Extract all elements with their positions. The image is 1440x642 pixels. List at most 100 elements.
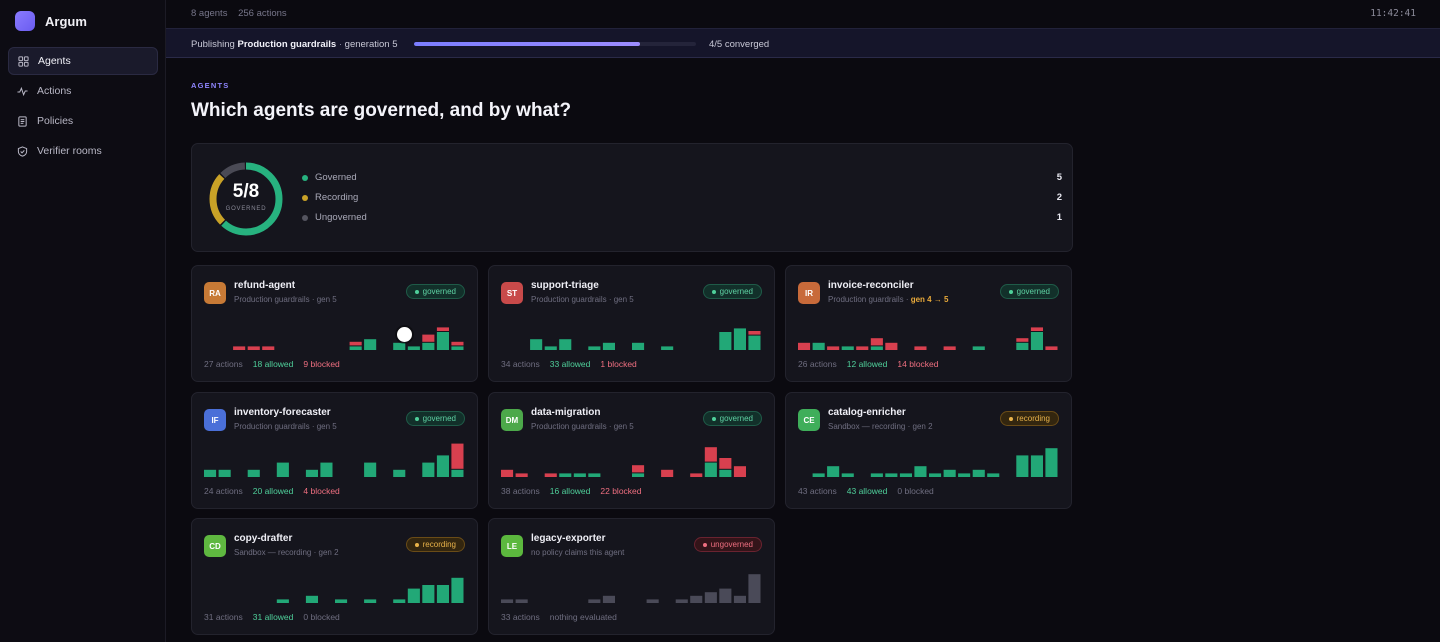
status-badge: recording (999, 411, 1059, 426)
agent-name[interactable]: data-migration (531, 407, 601, 418)
action-count: 256 actions (238, 8, 287, 19)
status-badge: governed (405, 284, 465, 299)
agent-blocked-count: 4 blocked (303, 486, 340, 496)
sparkline-bar-allowed (364, 599, 377, 603)
agent-generation: gen 2 (912, 422, 933, 431)
sparkline-bar-allowed (422, 462, 435, 477)
agent-stats: 24 actions 20 allowed 4 blocked (204, 486, 350, 496)
activity-icon (17, 86, 28, 96)
sparkline-bar-allowed (364, 339, 377, 350)
agent-card-copy-drafter[interactable]: CD copy-drafter Sandbox — recording · ge… (191, 518, 478, 635)
agent-action-count: 24 actions (204, 486, 243, 496)
sparkline-bar-blocked (733, 466, 746, 477)
agent-card-invoice-reconciler[interactable]: IR invoice-reconciler Production guardra… (785, 265, 1072, 382)
agent-card-data-migration[interactable]: DM data-migration Production guardrails … (488, 392, 775, 509)
agent-policy: Production guardrails (828, 295, 904, 304)
agent-card-catalog-enricher[interactable]: CE catalog-enricher Sandbox — recording … (785, 392, 1072, 509)
sparkline-bar-blocked (827, 346, 840, 350)
activity-sparkline (798, 327, 1058, 350)
sparkline-bar-allowed (544, 346, 557, 350)
agent-generation: gen 5 (613, 295, 634, 304)
agent-name[interactable]: invoice-reconciler (828, 280, 914, 291)
agent-avatar: RA (204, 282, 226, 304)
sparkline-bar-allowed (451, 346, 464, 350)
sidebar-item-verifier-rooms[interactable]: Verifier rooms (8, 137, 158, 165)
status-dot (702, 542, 707, 547)
agent-generation: gen 5 (613, 422, 634, 431)
sidebar-nav: Agents Actions Policies Verifier rooms (8, 47, 158, 167)
publishing-policy[interactable]: Production guardrails (237, 39, 337, 50)
agent-name[interactable]: refund-agent (234, 280, 296, 291)
document-icon (18, 115, 27, 127)
agent-card-refund-agent[interactable]: RA refund-agent Production guardrails · … (191, 265, 478, 382)
agent-name[interactable]: copy-drafter (234, 533, 293, 544)
app-name: Argum (45, 13, 87, 29)
agent-policy-line: Production guardrails · gen 5 (531, 295, 634, 304)
legend-recording: Recording 2 (302, 192, 1062, 206)
sparkline-bar-allowed (436, 455, 449, 477)
sparkline-bar-allowed (349, 346, 362, 350)
publishing-progress-fill (414, 42, 640, 46)
status-dot (414, 542, 419, 547)
sparkline-bar-allowed (719, 469, 732, 477)
sparkline-bar-blocked (422, 334, 435, 342)
agent-card-legacy-exporter[interactable]: LE legacy-exporter no policy claims this… (488, 518, 775, 635)
agent-card-inventory-forecaster[interactable]: IF inventory-forecaster Production guard… (191, 392, 478, 509)
agent-policy: Sandbox — recording (234, 548, 312, 557)
agent-blocked-count: 9 blocked (303, 359, 340, 369)
clock: 11:42:41 (1370, 8, 1416, 19)
governed-ratio: 5/8 (232, 181, 260, 202)
sparkline-bar-allowed (812, 342, 825, 350)
agent-avatar: ST (501, 282, 523, 304)
agent-name[interactable]: support-triage (531, 280, 599, 291)
governance-summary: 5/8 GOVERNED Governed 5 Recording 2 Ungo… (191, 143, 1073, 252)
legend-count: 1 (1056, 212, 1062, 223)
brand[interactable]: Argum (15, 11, 87, 31)
sparkline-bar-allowed (675, 599, 688, 603)
sparkline-bar-allowed (530, 339, 543, 350)
agent-policy-line: Production guardrails · gen 4 → 5 (828, 295, 949, 304)
sparkline-bar-allowed (335, 599, 348, 603)
publishing-banner: Publishing Production guardrails · gener… (166, 28, 1440, 58)
sparkline-bar-allowed (559, 473, 572, 477)
sparkline-bar-allowed (204, 469, 217, 477)
sparkline-bar-blocked (544, 473, 557, 477)
sparkline-bar-allowed (559, 339, 572, 350)
sparkline-bar-allowed (827, 466, 840, 477)
sparkline-bar-blocked (661, 469, 674, 477)
status-badge: recording (405, 537, 465, 552)
sparkline-bar-allowed (1016, 455, 1029, 477)
status-dot (1008, 289, 1013, 294)
agent-blocked-count: 1 blocked (600, 359, 637, 369)
sidebar-item-actions[interactable]: Actions (8, 77, 158, 105)
governed-dot (302, 175, 308, 181)
sparkline-bar-blocked (719, 458, 732, 469)
agent-name[interactable]: legacy-exporter (531, 533, 606, 544)
sparkline-bar-allowed (661, 346, 674, 350)
sparkline-bar-allowed (885, 473, 898, 477)
sparkline-bar-blocked (262, 346, 275, 350)
sparkline-bar-allowed (870, 473, 883, 477)
sidebar-item-policies[interactable]: Policies (8, 107, 158, 135)
agent-stats: 38 actions 16 allowed 22 blocked (501, 486, 652, 496)
agent-name[interactable]: catalog-enricher (828, 407, 906, 418)
status-label: governed (422, 287, 456, 296)
sidebar-item-agents[interactable]: Agents (8, 47, 158, 75)
agent-generation-pending: gen 4 → 5 (910, 295, 949, 304)
status-dot (711, 289, 716, 294)
activity-sparkline (204, 443, 464, 477)
sparkline-bar-blocked (914, 346, 927, 350)
sparkline-bar-blocked (690, 473, 703, 477)
sparkline-bar-allowed (276, 462, 289, 477)
sidebar-item-label: Agents (38, 55, 71, 67)
sparkline-bar-allowed (422, 585, 435, 603)
agent-policy: Production guardrails (531, 295, 607, 304)
agent-policy: Production guardrails (234, 295, 310, 304)
agent-name[interactable]: inventory-forecaster (234, 407, 331, 418)
sparkline-bar-allowed (841, 346, 854, 350)
sparkline-bar-allowed (573, 473, 586, 477)
agent-card-support-triage[interactable]: ST support-triage Production guardrails … (488, 265, 775, 382)
sparkline-bar-allowed (407, 588, 420, 603)
agent-allowed-count: 31 allowed (252, 612, 294, 622)
agent-generation: gen 2 (318, 548, 339, 557)
